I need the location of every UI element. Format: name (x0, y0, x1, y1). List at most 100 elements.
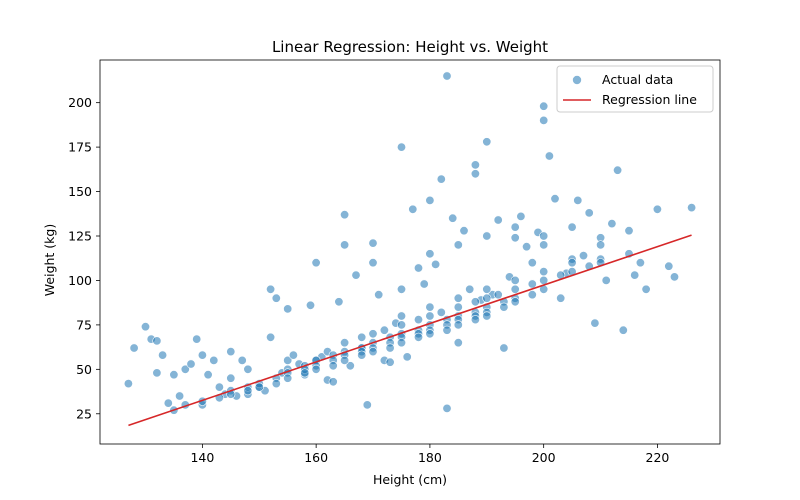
legend-label-actual-data: Actual data (602, 72, 673, 87)
data-point (283, 304, 293, 314)
data-point (271, 379, 281, 389)
data-point (567, 258, 577, 268)
data-point (396, 320, 406, 330)
data-point (197, 350, 207, 360)
data-point (431, 259, 441, 269)
data-point (243, 386, 253, 396)
data-point (590, 318, 600, 328)
data-point (396, 338, 406, 348)
plot-frame (99, 59, 721, 445)
legend: Actual data Regression line (556, 65, 714, 113)
y-tick-label: 125 (68, 229, 92, 244)
data-point (141, 322, 151, 332)
data-point (328, 361, 338, 371)
data-point (448, 213, 458, 223)
data-point (578, 251, 588, 261)
data-point (266, 332, 276, 342)
data-point (635, 258, 645, 268)
data-point (493, 290, 503, 300)
data-point (453, 240, 463, 250)
data-point (556, 293, 566, 303)
data-point (641, 284, 651, 294)
data-point (618, 325, 628, 335)
data-point (624, 226, 634, 236)
data-point (630, 270, 640, 280)
plot-area: 140 160 180 200 220 25 50 75 100 125 150 175 200 (68, 59, 721, 465)
data-point (311, 258, 321, 268)
data-point (311, 364, 321, 374)
data-point (510, 222, 520, 232)
data-point (453, 302, 463, 312)
data-point (465, 284, 475, 294)
data-point (340, 338, 350, 348)
data-point (527, 290, 537, 300)
data-point (436, 307, 446, 317)
data-point (425, 195, 435, 205)
data-point (214, 382, 224, 392)
data-point (527, 279, 537, 289)
data-point (539, 115, 549, 125)
data-point (470, 169, 480, 179)
data-point (550, 194, 560, 204)
data-point (152, 336, 162, 346)
data-point (425, 302, 435, 312)
data-point (425, 329, 435, 339)
data-point (357, 350, 367, 360)
data-point (601, 275, 611, 285)
data-point (345, 361, 355, 371)
data-point (226, 373, 236, 383)
data-point (300, 368, 310, 378)
data-point (652, 204, 662, 214)
data-point (573, 195, 583, 205)
data-point (385, 343, 395, 353)
legend-scatter-marker (572, 75, 582, 85)
data-point (482, 231, 492, 241)
data-point (237, 355, 247, 365)
x-tick-label: 180 (418, 450, 442, 465)
data-point (368, 329, 378, 339)
data-point (152, 368, 162, 378)
data-point (470, 297, 480, 307)
data-point (368, 347, 378, 357)
data-point (362, 400, 372, 410)
data-point (408, 204, 418, 214)
data-point (522, 242, 532, 252)
data-point (482, 311, 492, 321)
data-point (226, 347, 236, 357)
data-point (340, 210, 350, 220)
data-point (243, 364, 253, 374)
data-point (482, 293, 492, 303)
data-point (493, 215, 503, 225)
x-tick-label: 220 (646, 450, 670, 465)
data-point (607, 219, 617, 229)
data-point (379, 325, 389, 335)
data-point (180, 364, 190, 374)
data-point (413, 315, 423, 325)
data-point (567, 222, 577, 232)
data-point (169, 370, 179, 380)
data-point (186, 359, 196, 369)
x-tick-label: 200 (532, 450, 556, 465)
data-point (368, 238, 378, 248)
data-point (340, 240, 350, 250)
data-point (175, 391, 185, 401)
data-point (283, 355, 293, 365)
data-point (413, 263, 423, 273)
data-point (544, 151, 554, 161)
data-point (163, 398, 173, 408)
data-point (357, 332, 367, 342)
data-point (419, 279, 429, 289)
y-tick-label: 50 (76, 362, 92, 377)
data-point (539, 267, 549, 277)
data-point (413, 332, 423, 342)
regression-line (128, 234, 692, 427)
data-point (596, 240, 606, 250)
data-point (192, 334, 202, 344)
data-point (669, 272, 679, 282)
data-point (203, 370, 213, 380)
data-point (687, 203, 697, 213)
data-point (328, 377, 338, 387)
data-point (402, 352, 412, 362)
